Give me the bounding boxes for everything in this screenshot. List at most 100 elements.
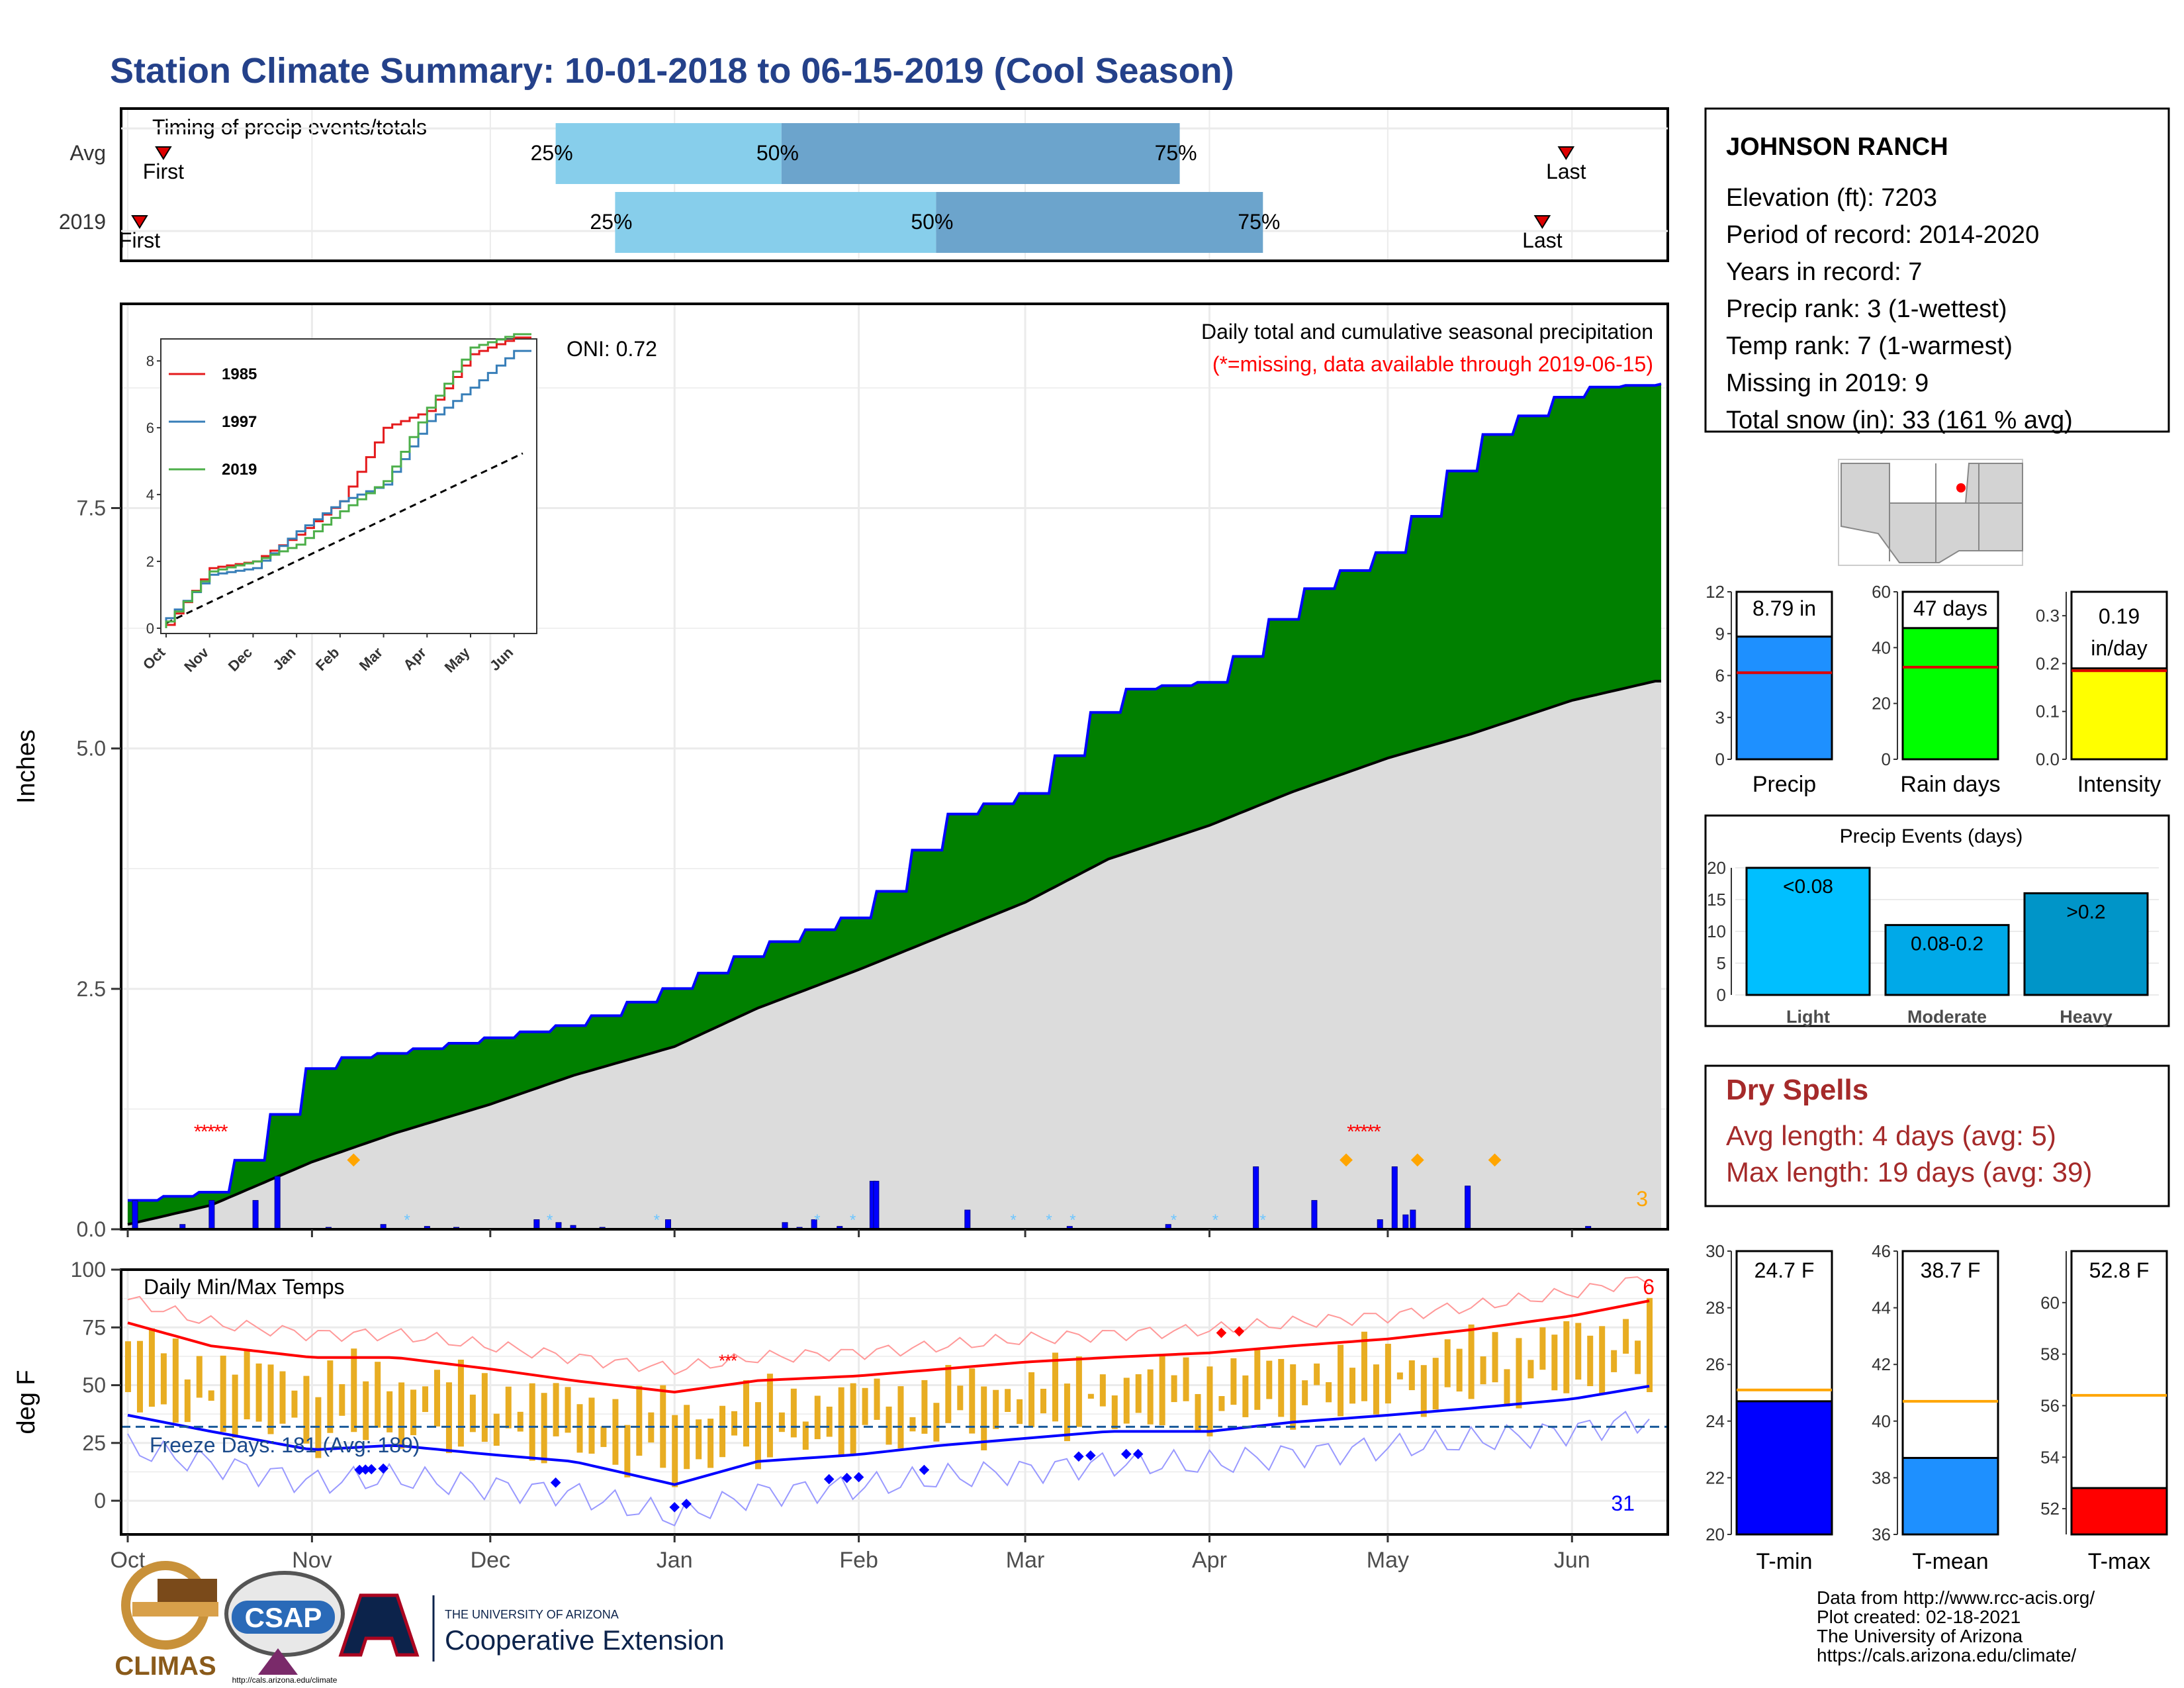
- daily-temp-range-bar: [1385, 1344, 1391, 1404]
- missing-data-marker: *: [201, 1121, 208, 1143]
- daily-precip-bar: [132, 1199, 138, 1230]
- precip-y-tick: 7.5: [77, 496, 106, 520]
- daily-temp-range-bar: [862, 1387, 868, 1425]
- daily-temp-range-bar: [1278, 1358, 1285, 1417]
- daily-temp-range-bar: [481, 1373, 488, 1442]
- month-tick-label: Mar: [1006, 1548, 1045, 1573]
- month-tick-label: Apr: [1192, 1548, 1227, 1573]
- precip-panel: ***** ****** * * * * * * * * * * Daily total and cu…: [13, 303, 1669, 1241]
- daily-precip-bar: [208, 1199, 215, 1230]
- temp-bar-label: T-min: [1756, 1549, 1813, 1574]
- temp-bar-y-tick: 20: [1706, 1524, 1725, 1544]
- daily-temp-range-bar: [1064, 1383, 1070, 1442]
- snow-marker: [1488, 1153, 1502, 1167]
- daily-temp-range-bar: [255, 1363, 262, 1422]
- missing-data-marker: *: [1367, 1121, 1375, 1143]
- daily-temp-range-bar: [398, 1382, 405, 1449]
- record-low-marker: [919, 1464, 930, 1476]
- daily-temp-range-bar: [1408, 1360, 1415, 1391]
- daily-temp-range-bar: [1468, 1324, 1475, 1399]
- events-bar: [1745, 867, 1871, 996]
- station-temp-rank: Temp rank: 7 (1-warmest): [1726, 332, 2013, 360]
- above-average-area: [128, 384, 1661, 1225]
- daily-temp-range-bar: [232, 1374, 238, 1438]
- daily-temp-range-bar: [1290, 1364, 1297, 1430]
- trace-marker: *: [814, 1211, 820, 1229]
- daily-temp-range-bar: [160, 1353, 167, 1405]
- daily-temp-range-bar: [410, 1389, 417, 1436]
- missing-data-marker: *: [1373, 1121, 1381, 1143]
- record-low-marker: [681, 1499, 692, 1509]
- station-snow: Total snow (in): 33 (161 % avg): [1726, 406, 2073, 434]
- temp-bar-y-tick: 38: [1872, 1468, 1891, 1487]
- last-event-label: Last: [1522, 228, 1563, 252]
- daily-temp-range-bar: [1527, 1360, 1534, 1379]
- daily-temp-range-bar: [351, 1348, 357, 1432]
- trace-marker: *: [654, 1211, 660, 1229]
- daily-temp-range-bar: [505, 1386, 512, 1429]
- daily-temp-range-bar: [1635, 1340, 1641, 1374]
- daily-temp-range-bar: [636, 1385, 643, 1456]
- daily-temp-range-bar: [148, 1328, 155, 1407]
- daily-temp-range-bar: [1254, 1347, 1261, 1410]
- trace-marker: *: [1260, 1211, 1266, 1229]
- inset-y-tick: 4: [146, 487, 154, 503]
- temp-bar-label: T-max: [2088, 1549, 2150, 1574]
- daily-temp-range-bar: [933, 1403, 940, 1442]
- daily-temp-range-bar: [1017, 1399, 1023, 1425]
- daily-temp-range-bar: [1420, 1365, 1427, 1417]
- missing-data-marker: *: [1360, 1121, 1368, 1143]
- metric-y-tick: 12: [1706, 582, 1725, 602]
- station-info-box: JOHNSON RANCH Elevation (ft): 7203 Perio…: [1704, 107, 2170, 434]
- inset-average-line: [165, 452, 523, 624]
- temps-y-tick: 0: [94, 1489, 106, 1513]
- precip-y-axis: 0.0 2.5 5.0 7.5: [77, 496, 1573, 1241]
- metric-label: Precip: [1752, 772, 1816, 797]
- temp-bar-y-tick: 46: [1872, 1241, 1891, 1261]
- events-y-tick: 10: [1707, 921, 1726, 941]
- precip-y-tick: 2.5: [77, 977, 106, 1001]
- average-cumulative-line: [127, 680, 1661, 1226]
- temps-y-tick: 25: [82, 1431, 106, 1455]
- daily-temp-range-bar: [184, 1379, 191, 1423]
- metric-y-tick: 0: [1715, 749, 1725, 769]
- csap-logo: CSAP http://cals.arizona.edu/climate: [224, 1571, 345, 1685]
- daily-temp-range-bar: [1611, 1350, 1617, 1372]
- daily-temp-range-bar: [433, 1370, 440, 1427]
- temp-bar-y-tick: 26: [1706, 1354, 1725, 1374]
- daily-temp-range-bar: [387, 1391, 393, 1432]
- record-low-marker: [823, 1474, 835, 1485]
- daily-temp-range-bar: [565, 1387, 571, 1433]
- daily-temp-range-bar: [600, 1426, 607, 1447]
- daily-temp-range-bar: [731, 1411, 738, 1436]
- record-low-marker: [1085, 1450, 1096, 1461]
- timing-label-75: 75%: [1155, 141, 1197, 165]
- temp-bar-value: 52.8 F: [2089, 1258, 2150, 1282]
- metric-y-tick: 0.0: [2036, 749, 2060, 769]
- timing-panel: Timing of precip events/totals Avg 2019 …: [0, 107, 1669, 265]
- daily-temp-range-bar: [1075, 1356, 1082, 1427]
- temp-bar-y-tick: 58: [2040, 1344, 2060, 1364]
- record-low-marker: [360, 1464, 371, 1475]
- daily-temp-range-bar: [684, 1405, 690, 1470]
- metric-y-tick: 3: [1715, 708, 1725, 727]
- daily-temp-range-bar: [1314, 1363, 1320, 1385]
- daily-temp-range-bar: [541, 1393, 547, 1464]
- month-tick-label: Nov: [292, 1548, 332, 1573]
- daily-temp-range-bar: [1111, 1395, 1118, 1429]
- temp-bar-label: T-mean: [1912, 1549, 1988, 1574]
- temps-marks: ***: [121, 1276, 1668, 1526]
- temps-missing-marker: *: [719, 1351, 725, 1371]
- daily-temp-range-bar: [1480, 1356, 1486, 1385]
- daily-temp-range-bar: [719, 1405, 726, 1458]
- daily-temp-range-bar: [707, 1419, 714, 1468]
- temps-y-label: deg F: [13, 1370, 40, 1434]
- last-event-marker: [1557, 146, 1575, 160]
- precip-y-tick: 5.0: [77, 737, 106, 761]
- record-low-marker: [378, 1463, 388, 1474]
- temp-bar-y-tick: 60: [2040, 1293, 2060, 1313]
- timing-label-75: 75%: [1238, 210, 1280, 234]
- daily-temp-range-bar: [743, 1380, 749, 1447]
- metric-value: 0.19: [2099, 604, 2140, 628]
- daily-temp-range-bar: [1349, 1368, 1356, 1404]
